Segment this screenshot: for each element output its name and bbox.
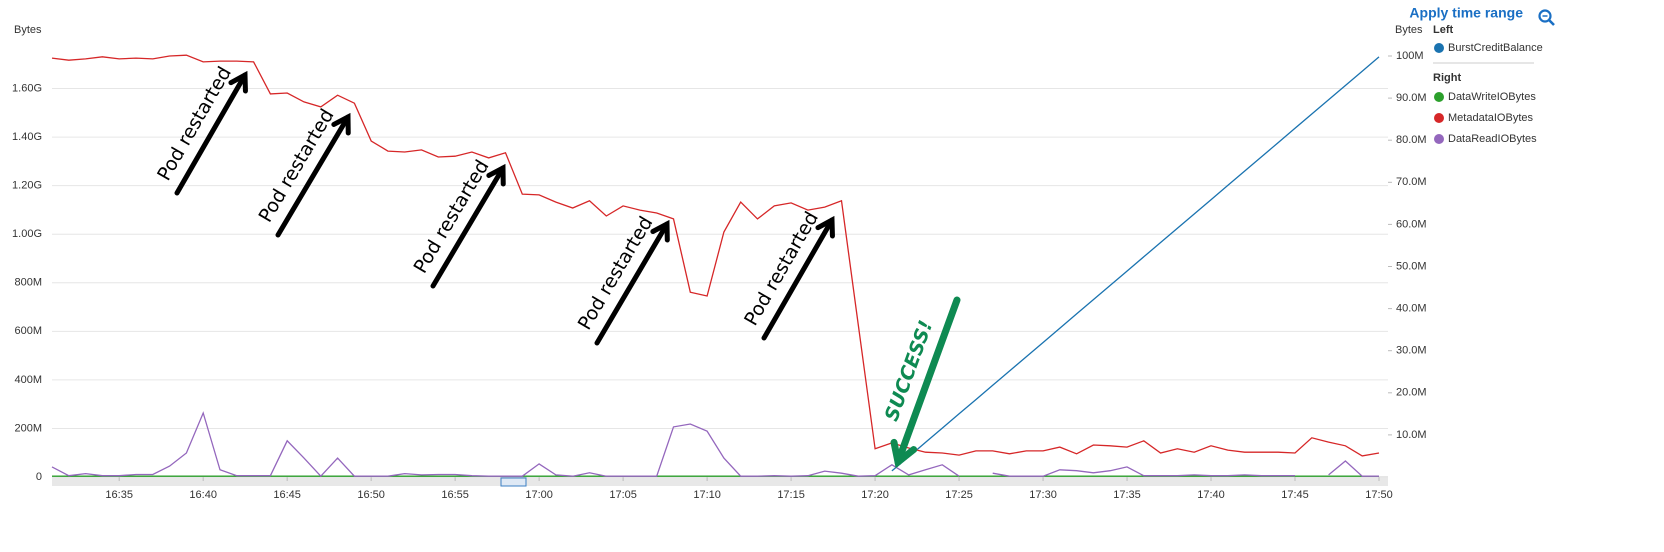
- legend-entry[interactable]: DataWriteIOBytes: [1434, 91, 1536, 103]
- x-tick-label: 16:40: [189, 489, 217, 501]
- x-tick-label: 17:00: [525, 489, 553, 501]
- annotation-arrow: [594, 221, 670, 346]
- y-tick-label: 0: [36, 471, 42, 483]
- legend-label: BurstCreditBalance: [1448, 42, 1543, 54]
- series-line: [891, 56, 1380, 472]
- y2-tick-label: 90.0M: [1396, 92, 1427, 104]
- annotation-arrowhead: [331, 112, 351, 136]
- y2-tick-label: 20.0M: [1396, 387, 1427, 399]
- legend-swatch: [1434, 134, 1444, 144]
- legend-swatch: [1434, 43, 1444, 53]
- scrollbar-handle[interactable]: [500, 477, 527, 487]
- y-tick-label: 400M: [14, 374, 42, 386]
- y-tick-label: 200M: [14, 422, 42, 434]
- legend-entry[interactable]: DataReadIOBytes: [1434, 133, 1537, 145]
- y2-tick-label: 50.0M: [1396, 260, 1427, 272]
- legend-label: DataWriteIOBytes: [1448, 91, 1536, 103]
- legend-group-left: Left: [1433, 24, 1454, 36]
- legend-group-right: Right: [1433, 72, 1461, 84]
- apply-time-range[interactable]: Apply time range: [1409, 5, 1523, 21]
- series-line: [51, 411, 1379, 478]
- annotation-arrow: [430, 165, 506, 289]
- x-tick-label: 17:50: [1365, 489, 1393, 501]
- annotation-arrow: [174, 72, 248, 196]
- x-tick-label: 16:50: [357, 489, 385, 501]
- legend-label: DataReadIOBytes: [1448, 133, 1537, 145]
- y2-tick-label: 10.0M: [1396, 429, 1427, 441]
- y-tick-label: 1.20G: [12, 180, 42, 192]
- y-tick-label: 1.00G: [12, 228, 42, 240]
- y-tick-label: 800M: [14, 277, 42, 289]
- zoom-icon[interactable]: [1538, 9, 1555, 26]
- y2-tick-label: 30.0M: [1396, 345, 1427, 357]
- y2-axis-label: Bytes: [1395, 24, 1423, 36]
- y2-tick-label: 70.0M: [1396, 176, 1427, 188]
- x-tick-label: 17:15: [777, 489, 805, 501]
- zoom-handle: [1548, 19, 1555, 26]
- annotation-arrowhead: [815, 215, 835, 239]
- legend-swatch: [1434, 92, 1444, 102]
- x-tick-label: 16:35: [105, 489, 133, 501]
- y-tick-label: 1.60G: [12, 82, 42, 94]
- annotation-arrow: [761, 217, 835, 341]
- annotation-arrow: [894, 296, 961, 466]
- zoom-lens: [1538, 9, 1552, 23]
- series-line: [51, 54, 1380, 457]
- legend-label: MetadataIOBytes: [1448, 112, 1533, 124]
- y2-tick-label: 100M: [1396, 50, 1424, 62]
- x-tick-label: 17:30: [1029, 489, 1057, 501]
- legend-swatch: [1434, 113, 1444, 123]
- y2-tick-label: 60.0M: [1396, 218, 1427, 230]
- x-tick-label: 17:05: [609, 489, 637, 501]
- y-axis-label: Bytes: [14, 24, 42, 36]
- y2-tick-label: 80.0M: [1396, 134, 1427, 146]
- x-tick-label: 16:45: [273, 489, 301, 501]
- legend-entry[interactable]: MetadataIOBytes: [1434, 112, 1533, 124]
- y-tick-label: 600M: [14, 325, 42, 337]
- x-tick-label: 17:35: [1113, 489, 1141, 501]
- x-tick-label: 17:25: [945, 489, 973, 501]
- y2-tick-label: 40.0M: [1396, 303, 1427, 315]
- x-tick-label: 17:40: [1197, 489, 1225, 501]
- annotation-arrow: [275, 114, 351, 238]
- legend-entry[interactable]: BurstCreditBalance: [1434, 42, 1543, 54]
- x-tick-label: 17:20: [861, 489, 889, 501]
- x-tick-label: 16:55: [441, 489, 469, 501]
- annotation-arrowhead: [650, 219, 670, 243]
- annotation-arrowhead: [890, 438, 918, 469]
- scrollbar-track[interactable]: [52, 478, 1388, 486]
- x-tick-label: 17:45: [1281, 489, 1309, 501]
- x-tick-label: 17:10: [693, 489, 721, 501]
- annotation-arrowhead: [486, 163, 506, 187]
- annotation-arrowhead: [228, 70, 248, 94]
- y-tick-label: 1.40G: [12, 131, 42, 143]
